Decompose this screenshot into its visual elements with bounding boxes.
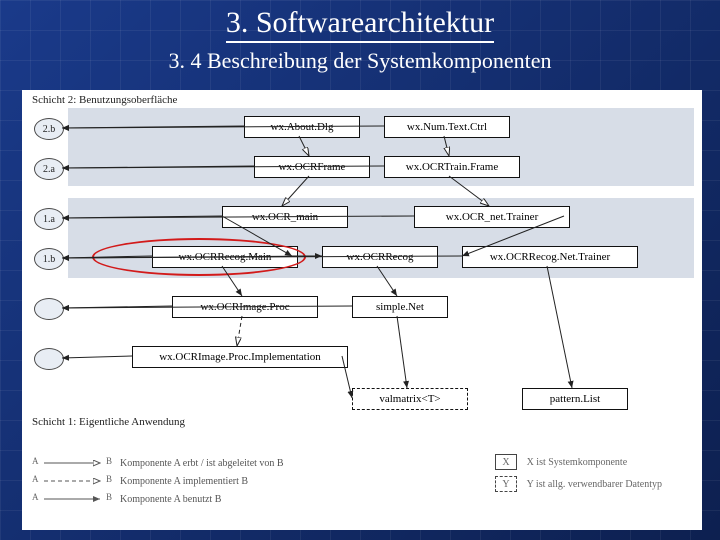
legend-right-text: X ist Systemkomponente: [527, 457, 628, 468]
title-text: 3. Softwarearchitektur: [226, 6, 494, 43]
legend-arrow-inherit: AB: [32, 456, 112, 470]
component-wxOCRImageProc: wx.OCRImage.Proc: [172, 296, 318, 318]
layer-circle-c2a: 2.a: [34, 158, 64, 180]
legend-text: Komponente A benutzt B: [120, 494, 221, 505]
legend: AB Komponente A erbt / ist abgeleitet von…: [32, 454, 692, 526]
layer-circle-c_e1: [34, 298, 64, 320]
component-wxOCRRecogMain: wx.OCRRecog.Main: [152, 246, 298, 268]
component-simpleNet: simple.Net: [352, 296, 448, 318]
component-wxOCRTrainFrame: wx.OCRTrain.Frame: [384, 156, 520, 178]
component-wxOCRRecogNetTrainer: wx.OCRRecog.Net.Trainer: [462, 246, 638, 268]
layer2-band: [68, 108, 694, 186]
slide-title: 3. Softwarearchitektur: [0, 6, 720, 40]
legend-right-row: X X ist Systemkomponente: [495, 454, 662, 470]
legend-right-text: Y ist allg. verwendbarer Datentyp: [527, 479, 662, 490]
layer-circle-c1a: 1.a: [34, 208, 64, 230]
legend-sample-box: Y: [495, 476, 516, 492]
legend-text: Komponente A implementiert B: [120, 476, 248, 487]
legend-arrow-use: AB: [32, 492, 112, 506]
layer1-label: Schicht 1: Eigentliche Anwendung: [32, 416, 185, 428]
component-wxOCR_main: wx.OCR_main: [222, 206, 348, 228]
component-wxOCR_netTrainer: wx.OCR_net.Trainer: [414, 206, 570, 228]
layer-circle-c2b: 2.b: [34, 118, 64, 140]
slide-subtitle: 3. 4 Beschreibung der Systemkomponenten: [0, 48, 720, 74]
legend-text: Komponente A erbt / ist abgeleitet von B: [120, 458, 284, 469]
layer-circle-c_e2: [34, 348, 64, 370]
layer2-label: Schicht 2: Benutzungsoberfläche: [32, 94, 177, 106]
component-wxOCRImageProcImpl: wx.OCRImage.Proc.Implementation: [132, 346, 348, 368]
architecture-diagram: Schicht 2: Benutzungsoberfläche 2.b 2.a 1.…: [22, 90, 702, 530]
component-valmatrix: valmatrix<T>: [352, 388, 468, 410]
component-patternList: pattern.List: [522, 388, 628, 410]
legend-arrow-impl: AB: [32, 474, 112, 488]
legend-right-row: Y Y ist allg. verwendbarer Datentyp: [495, 476, 662, 492]
component-wxOCRRecog: wx.OCRRecog: [322, 246, 438, 268]
legend-row-use: AB Komponente A benutzt B: [32, 490, 692, 508]
layer-circle-c1b: 1.b: [34, 248, 64, 270]
legend-sample-box: X: [495, 454, 516, 470]
component-wxOCRFrame: wx.OCRFrame: [254, 156, 370, 178]
component-wxAboutDlg: wx.About.Dlg: [244, 116, 360, 138]
component-wxNumTextCtrl: wx.Num.Text.Ctrl: [384, 116, 510, 138]
